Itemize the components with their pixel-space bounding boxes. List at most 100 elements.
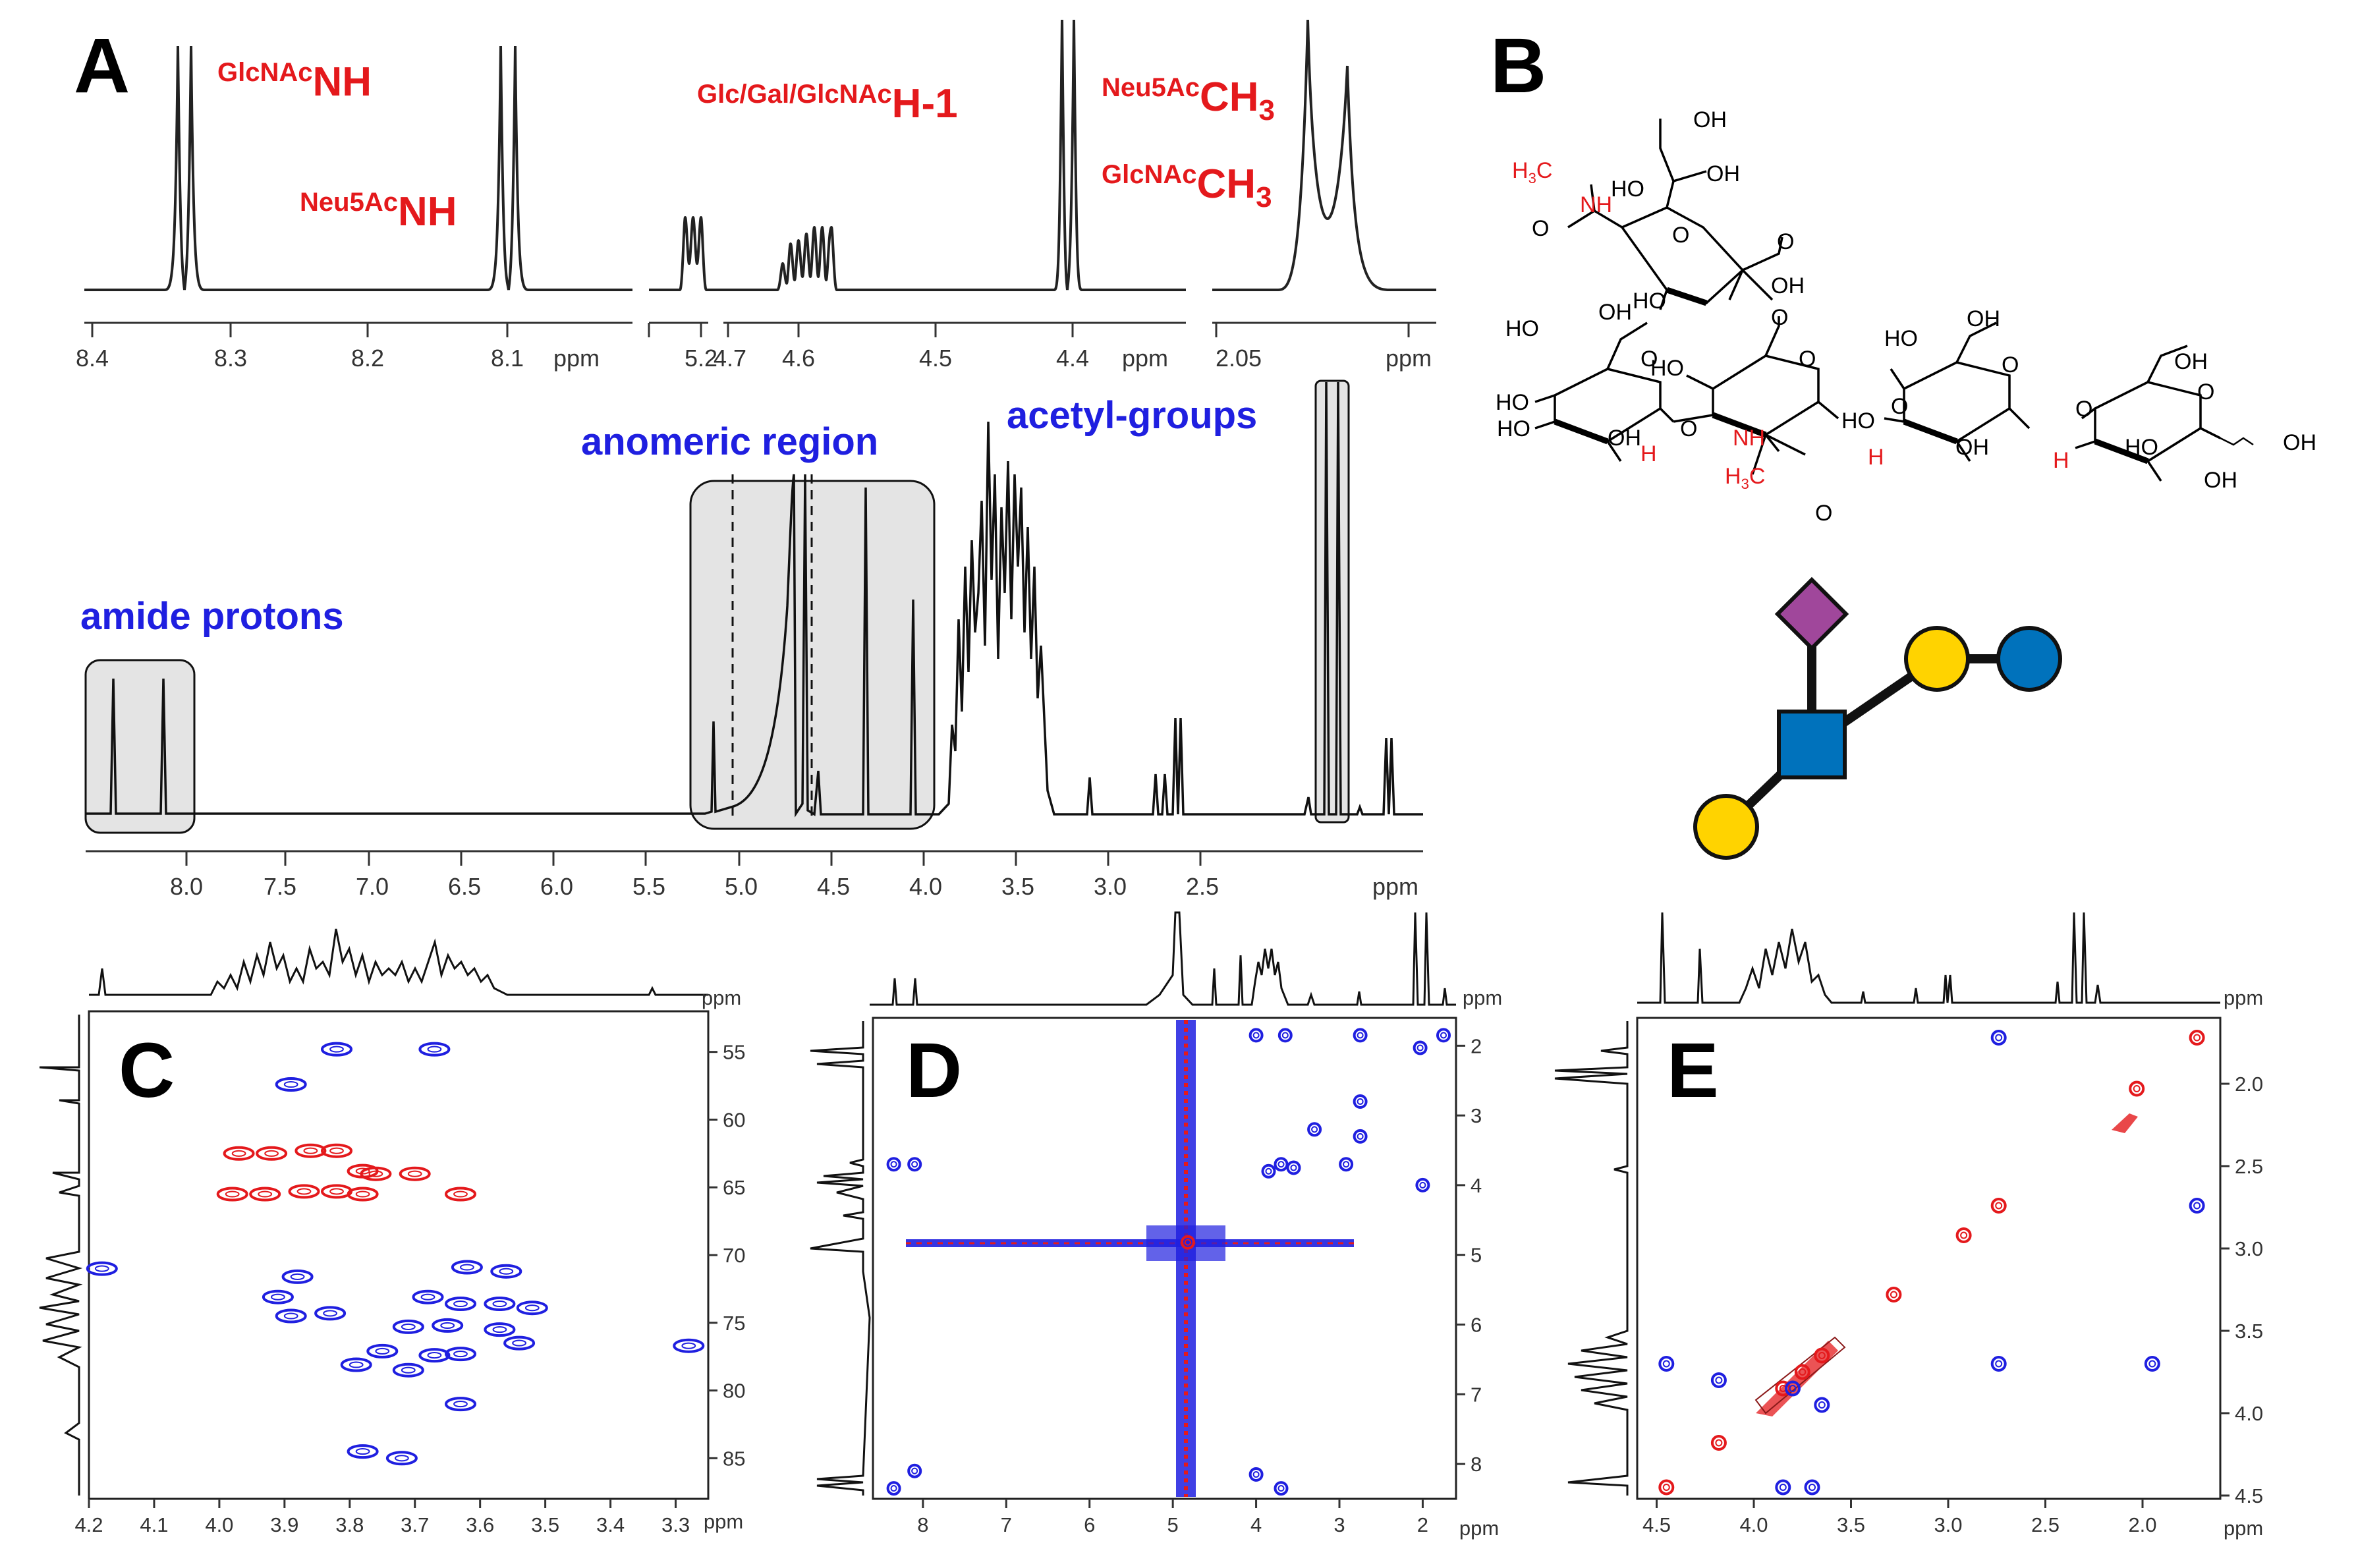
struct-label: O — [1815, 501, 1832, 526]
inset-h1-unit: ppm — [1122, 345, 1168, 372]
cross-peak-red — [223, 1146, 255, 1161]
panel-d-top-projection — [870, 911, 1456, 1006]
cross-peak-contour-blue — [1416, 1044, 1424, 1051]
cross-peak-contour-red — [258, 1190, 273, 1198]
gal-circle-icon — [1904, 626, 1970, 692]
cross-peak-contour-blue — [1809, 1484, 1816, 1491]
y-tick-label: 80 — [723, 1380, 745, 1403]
cross-peak-blue — [1353, 1094, 1368, 1109]
cross-peak-red — [1814, 1347, 1830, 1364]
cross-peak-blue — [314, 1306, 347, 1321]
y-tick-label: 2 — [1471, 1034, 1482, 1057]
struct-label-nh: NH — [1580, 192, 1612, 217]
struct-label: OH — [1967, 306, 2000, 331]
cross-peak-contour-blue — [460, 1264, 474, 1271]
struct-label: O — [1532, 216, 1549, 241]
y-tick-label: 6 — [1471, 1314, 1482, 1337]
cross-peak-red — [256, 1146, 288, 1161]
panel-c-top-projection — [89, 928, 708, 996]
panel-letter-c: C — [119, 1027, 175, 1114]
panel-e-axes: 4.5 4.0 3.5 3.0 2.5 2.0 2.0 2.5 3.0 3.5 4.0 4.5 — [1642, 1073, 2263, 1536]
cross-peak-blue — [445, 1347, 476, 1362]
spectrum-1d-trace — [86, 381, 1423, 818]
cross-peak-blue — [1785, 1380, 1801, 1397]
x-tick-label: 6 — [1084, 1513, 1095, 1536]
y-tick-label: 8 — [1471, 1453, 1482, 1476]
label-amide-protons: amide protons — [80, 595, 344, 638]
x-tick-label: 5 — [1167, 1513, 1179, 1536]
panel-e-diagonal — [1754, 1113, 2138, 1416]
cross-peak-blue — [886, 1481, 901, 1496]
cross-peak-contour-blue — [1252, 1470, 1260, 1478]
cross-peak-red — [1886, 1287, 1902, 1302]
panel-d-frame — [872, 1017, 1457, 1500]
panel-d: D 8 7 6 5 4 3 2 2 3 4 5 6 7 8 ppm ppm — [810, 911, 1502, 1540]
x-tick-label: 3.3 — [661, 1513, 690, 1536]
cross-peak-contour-red — [355, 1167, 370, 1175]
cross-peak-blue — [347, 1444, 379, 1459]
struct-label: HO — [1505, 316, 1539, 341]
cross-peak-contour-blue — [1715, 1376, 1723, 1384]
struct-label: O — [1799, 347, 1816, 372]
cross-peak-blue — [451, 1260, 483, 1275]
cross-peak-contour-blue — [890, 1485, 897, 1492]
x-tick-label: 3 — [1333, 1513, 1345, 1536]
cross-peak-contour-blue — [1290, 1164, 1297, 1171]
cross-peak-contour-blue — [395, 1455, 409, 1462]
cross-peak-contour-blue — [1779, 1484, 1787, 1491]
cross-peak-red — [288, 1184, 320, 1199]
cross-peak-blue — [445, 1297, 476, 1311]
cross-peak-blue — [907, 1157, 922, 1172]
y-tick-label: 7 — [1471, 1383, 1482, 1406]
struct-label-h3c: H3C — [1512, 158, 1552, 186]
spectrum-1d-tick: 6.0 — [540, 873, 573, 900]
cross-peak-blue — [321, 1042, 352, 1057]
cross-peak-blue — [392, 1319, 424, 1334]
cross-peak-blue — [418, 1042, 451, 1057]
label-neu5ac-ch3: Neu5AcCH3 — [1102, 73, 1275, 126]
panel-d-x-unit: ppm — [1459, 1517, 1499, 1540]
x-tick-label: 4.1 — [140, 1513, 168, 1536]
inset-h1-tick: 4.4 — [1056, 345, 1089, 372]
struct-label: OH — [2283, 430, 2316, 455]
cross-peak-red — [2129, 1080, 2145, 1097]
y-tick-label: 65 — [723, 1176, 745, 1199]
cross-peak-contour-red — [1662, 1484, 1670, 1491]
y-tick-label: 3 — [1471, 1104, 1482, 1127]
region-box-acetyl — [1314, 379, 1350, 824]
cross-peak-red — [1990, 1198, 2007, 1214]
spectrum-1d-tick: 7.5 — [264, 873, 296, 900]
cross-peak-red — [360, 1166, 392, 1181]
cross-peak-contour-blue — [1357, 1032, 1364, 1039]
cross-peak-blue — [366, 1343, 399, 1358]
inset-nh-tick: 8.3 — [214, 345, 247, 372]
cross-peak-blue — [432, 1318, 464, 1333]
cross-peak-blue — [1248, 1028, 1264, 1043]
struct-label: HO — [2125, 435, 2158, 460]
cross-peak-blue — [1307, 1122, 1322, 1137]
inset-nh: 8.4 8.3 8.2 8.1 ppm GlcNAcNH Neu5AcNH — [76, 45, 632, 372]
cross-peak-contour-blue — [1440, 1032, 1447, 1039]
panel-d-axes: 8 7 6 5 4 3 2 2 3 4 5 6 7 8 — [917, 1034, 1482, 1536]
inset-h1-trace — [649, 19, 1186, 291]
panel-e-side-projection — [1554, 1021, 1629, 1496]
cross-peak-contour-red — [225, 1190, 240, 1198]
struct-label: O — [1672, 223, 1689, 248]
cross-peak-red — [1180, 1235, 1195, 1250]
struct-label: OH — [2204, 468, 2237, 493]
cross-peak-blue — [412, 1289, 444, 1304]
cross-peak-red — [2189, 1030, 2205, 1046]
neu5ac-diamond-icon — [1774, 576, 1849, 652]
chemical-structure-labels: OH HO OH H3C NH O O O OH HO O OH HO O HO… — [1496, 107, 2316, 526]
cross-peak-contour-blue — [1277, 1485, 1285, 1492]
spectrum-1d-tick: 6.5 — [448, 873, 481, 900]
cross-peak-blue — [392, 1362, 424, 1378]
panel-c-x-unit: ppm — [704, 1510, 743, 1533]
cross-peak-blue — [1775, 1479, 1791, 1496]
x-tick-label: 4.0 — [205, 1513, 233, 1536]
cross-peak-blue — [275, 1077, 307, 1092]
x-tick-label: 2.0 — [2128, 1513, 2156, 1536]
struct-label: HO — [1633, 289, 1666, 314]
cross-peak-blue — [2189, 1198, 2205, 1214]
spectrum-1d-tick: 2.5 — [1186, 873, 1219, 900]
